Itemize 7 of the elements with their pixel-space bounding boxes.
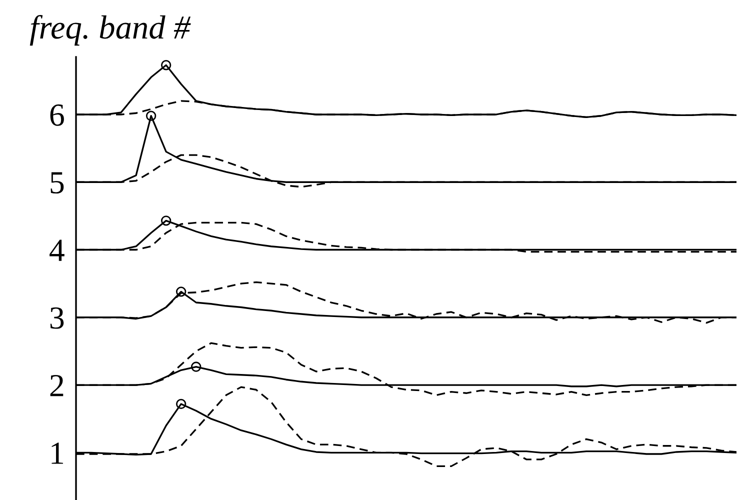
y-tick-label: 1 — [52, 442, 63, 464]
y-tick-label: 4 — [50, 240, 64, 261]
y-axis-title: freq. band # — [30, 15, 191, 46]
y-tick-label: 6 — [50, 104, 64, 126]
y-tick-label: 2 — [50, 374, 64, 396]
y-tick-label: 3 — [50, 307, 64, 329]
y-tick-label: 5 — [50, 172, 64, 194]
